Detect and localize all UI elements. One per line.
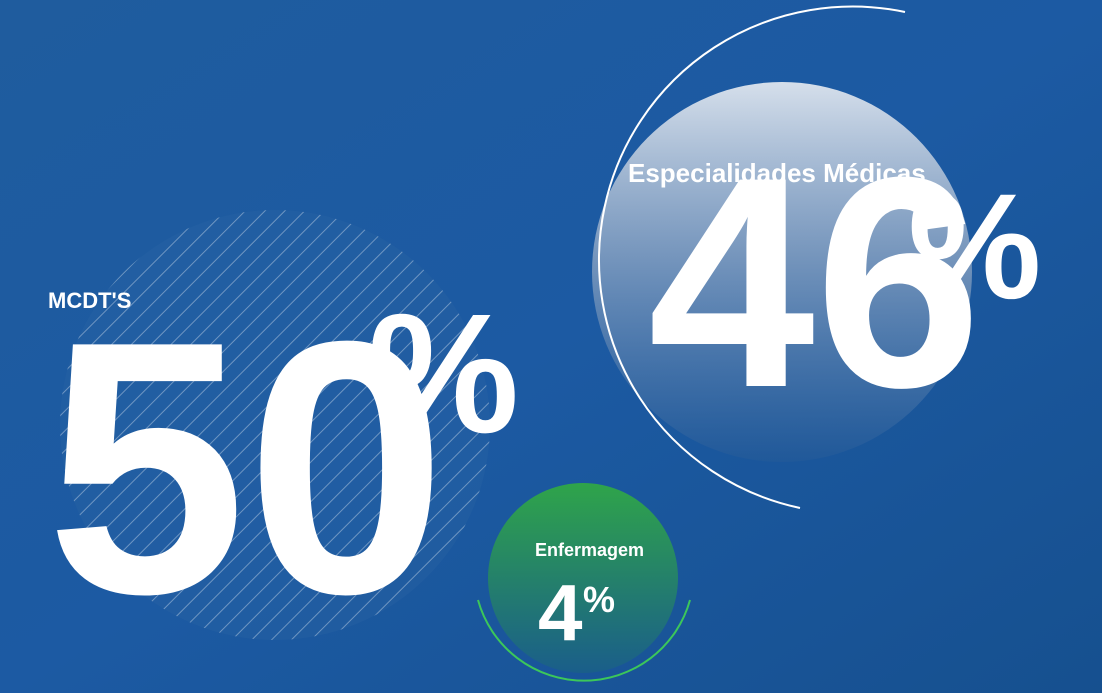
bubble-arc [598,5,906,509]
label: Especialidades Médicas [628,158,926,188]
value: 50 [46,267,446,669]
label: Enfermagem [535,540,644,560]
bubble-stripes [60,210,490,640]
value: 46 [648,114,982,450]
unit: % [583,579,615,620]
bubble-arc-green [477,599,691,682]
unit: % [908,162,1041,330]
bubble-enfermagem [488,483,678,673]
bubble-especialidades [592,82,972,462]
unit: % [368,279,519,469]
label: MCDT'S [48,288,131,313]
value: 4 [538,568,583,657]
